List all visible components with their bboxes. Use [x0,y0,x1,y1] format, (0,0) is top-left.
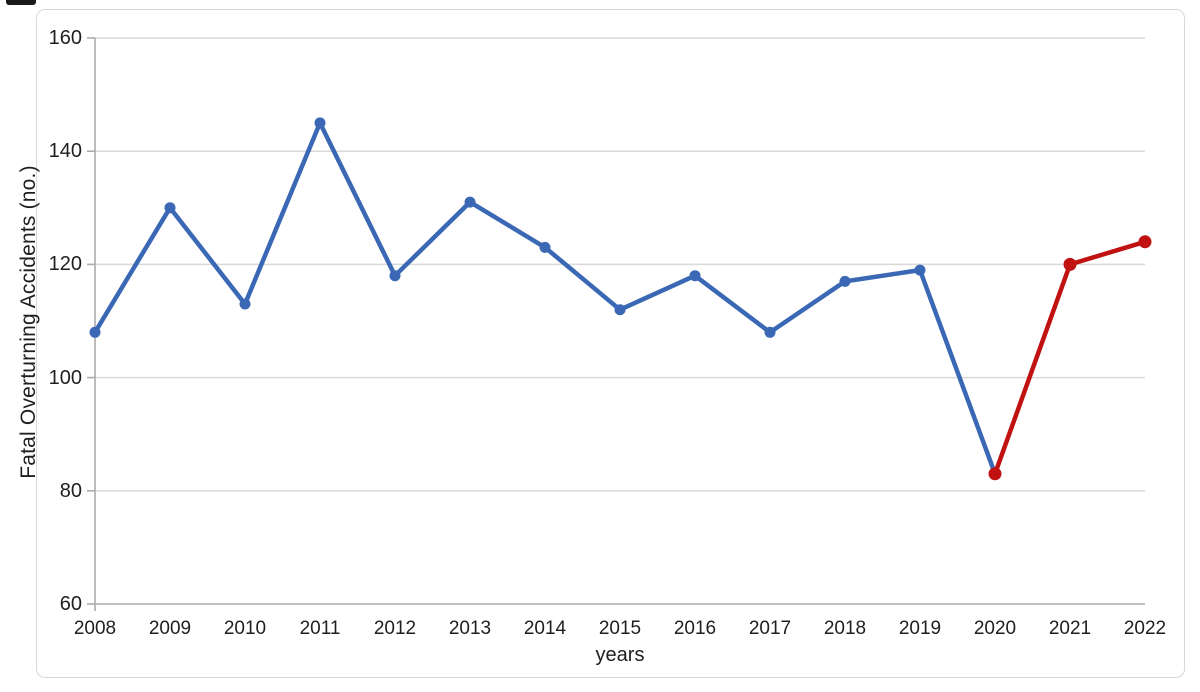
series-markers [89,117,1152,481]
data-point-2009 [164,202,176,214]
data-point-2013 [464,196,476,208]
gridlines [95,37,1145,492]
y-tick-label-160: 160 [48,27,82,49]
y-tick-label-120: 120 [48,253,82,276]
x-tick-label-2021: 2021 [1048,618,1092,639]
data-point-2012 [389,270,401,282]
data-point-2016 [689,270,701,282]
x-tick-label-2014: 2014 [523,618,567,639]
data-point-2010 [239,298,251,310]
series-line-0 [92,120,998,477]
y-tick-label-60: 60 [59,593,82,615]
x-tick-label-2020: 2020 [973,618,1017,639]
x-tick-label-2022: 2022 [1123,618,1167,639]
x-tick-label-2019: 2019 [898,618,942,639]
axes [87,37,1145,611]
x-tick-label-2015: 2015 [598,618,642,639]
series-line-1 [992,239,1148,477]
x-tick-label-2016: 2016 [673,618,717,639]
series-lines [92,120,1148,477]
data-point-2018 [839,275,851,287]
data-point-2011 [314,117,326,129]
data-point-2022 [1138,235,1152,249]
x-tick-label-2013: 2013 [448,618,492,639]
data-point-2021 [1063,257,1077,271]
data-point-2008 [89,326,101,338]
x-tick-label-2010: 2010 [223,618,267,639]
x-tick-label-2011: 2011 [299,618,341,639]
data-point-2020 [988,467,1002,481]
crop-artifact-mark [6,0,36,5]
y-tick-label-140: 140 [48,140,82,163]
x-tick-label-2017: 2017 [748,618,792,639]
x-tick-label-2008: 2008 [73,618,117,639]
x-tick-label-2018: 2018 [823,618,867,639]
x-tick-label-2009: 2009 [148,618,192,639]
chart-frame [36,9,1185,678]
data-point-2017 [764,326,776,338]
x-tick-label-2012: 2012 [373,618,417,639]
x-axis-title: years [595,644,645,666]
y-tick-label-100: 100 [48,366,82,389]
data-point-2014 [539,241,551,253]
data-point-2015 [614,304,626,316]
y-tick-label-80: 80 [59,479,82,502]
y-axis-title: Fatal Overturning Accidents (no.) [17,165,40,479]
data-point-2019 [914,264,926,276]
